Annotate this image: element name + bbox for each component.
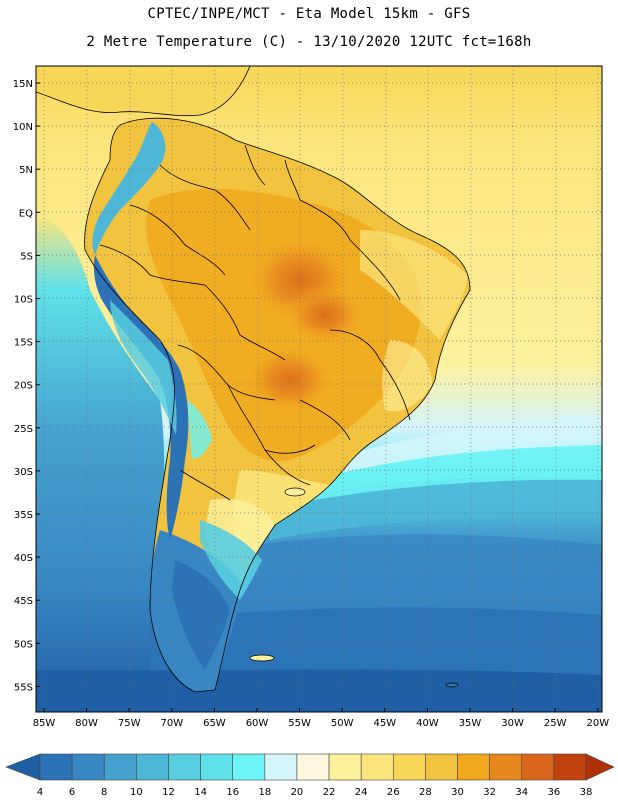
country-borders — [36, 66, 471, 693]
lon-label: 50W — [331, 718, 354, 729]
longitude-axis: 85W 80W 75W 70W 65W 60W 55W 50W 45W 40W 35W 30W 25W 2… — [33, 708, 609, 729]
lat-label: 40S — [14, 553, 33, 564]
lon-label: 40W — [416, 718, 439, 729]
colorbar-label: 18 — [258, 787, 271, 798]
colorbar-cell — [200, 753, 234, 781]
colorbar-label: 12 — [162, 787, 175, 798]
lon-label: 55W — [288, 718, 311, 729]
colorbar: 4 6 8 10 12 14 16 18 20 22 24 26 28 30 32 34 36 38 — [5, 753, 615, 798]
lat-label: 15S — [14, 338, 33, 349]
colorbar-cell — [489, 753, 523, 781]
lon-label: 20W — [586, 718, 609, 729]
colorbar-label: 30 — [451, 787, 464, 798]
colorbar-cell — [103, 753, 137, 781]
colorbar-label: 14 — [194, 787, 207, 798]
lon-label: 80W — [75, 718, 98, 729]
lat-label: 5S — [20, 251, 33, 262]
colorbar-cell — [232, 753, 266, 781]
lon-label: 30W — [501, 718, 524, 729]
lat-label: 50S — [14, 639, 33, 650]
colorbar-cell — [264, 753, 298, 781]
lat-label: 10S — [14, 295, 33, 306]
map-field — [36, 66, 602, 712]
lat-label: 10N — [13, 122, 33, 133]
colorbar-cell — [457, 753, 490, 781]
colorbar-label: 20 — [291, 787, 304, 798]
colorbar-label: 32 — [483, 787, 496, 798]
colorbar-label: 36 — [548, 787, 561, 798]
lat-label: EQ — [19, 208, 33, 219]
latitude-axis: 15N 10N 5N EQ 5S 10S 15S 20S 25S 30S 35S 40S 45S 50S 5… — [13, 79, 40, 693]
colorbar-cell — [136, 753, 169, 781]
lon-label: 60W — [246, 718, 269, 729]
colorbar-label: 10 — [130, 787, 143, 798]
colorbar-label: 8 — [101, 787, 107, 798]
colorbar-cell — [39, 753, 73, 781]
colorbar-cell — [553, 753, 587, 781]
pacific-ocean-field — [36, 215, 165, 712]
colorbar-cell — [360, 753, 394, 781]
colorbar-label: 6 — [69, 787, 75, 798]
lon-label: 25W — [544, 718, 567, 729]
map-subtitle: 2 Metre Temperature (C) - 13/10/2020 12U… — [86, 34, 532, 50]
lat-label: 15N — [13, 79, 33, 90]
lat-label: 35S — [14, 510, 33, 521]
colorbar-label: 22 — [323, 787, 336, 798]
colorbar-cell — [168, 753, 201, 781]
lat-label: 30S — [14, 467, 33, 478]
lon-label: 85W — [33, 718, 56, 729]
colorbar-label: 34 — [515, 787, 528, 798]
colorbar-label: 26 — [387, 787, 400, 798]
map-frame — [35, 65, 603, 713]
lat-label: 25S — [14, 424, 33, 435]
colorbar-label: 4 — [37, 787, 43, 798]
warm-interior — [146, 188, 421, 461]
colorbar-cell — [425, 753, 458, 781]
andes-north — [92, 122, 166, 255]
lon-label: 65W — [203, 718, 226, 729]
colorbar-cell — [71, 753, 105, 781]
lat-label: 55S — [14, 682, 33, 693]
colorbar-label: 24 — [355, 787, 368, 798]
lon-label: 75W — [118, 718, 141, 729]
map-title: CPTEC/INPE/MCT - Eta Model 15km - GFS — [147, 6, 471, 22]
central-america-land — [36, 66, 250, 116]
colorbar-label: 28 — [419, 787, 432, 798]
lat-label: 5N — [19, 165, 33, 176]
colorbar-cell — [328, 753, 362, 781]
lon-label: 45W — [373, 718, 396, 729]
colorbar-cell — [521, 753, 555, 781]
colorbar-label: 16 — [226, 787, 239, 798]
colorbar-max-arrow — [585, 753, 615, 781]
lon-label: 35W — [459, 718, 482, 729]
lat-label: 20S — [14, 381, 33, 392]
colorbar-min-arrow — [5, 753, 41, 781]
lat-label: 45S — [14, 596, 33, 607]
colorbar-label: 38 — [580, 787, 593, 798]
colorbar-cell — [296, 753, 330, 781]
colorbar-cell — [392, 753, 426, 781]
lon-label: 70W — [160, 718, 183, 729]
